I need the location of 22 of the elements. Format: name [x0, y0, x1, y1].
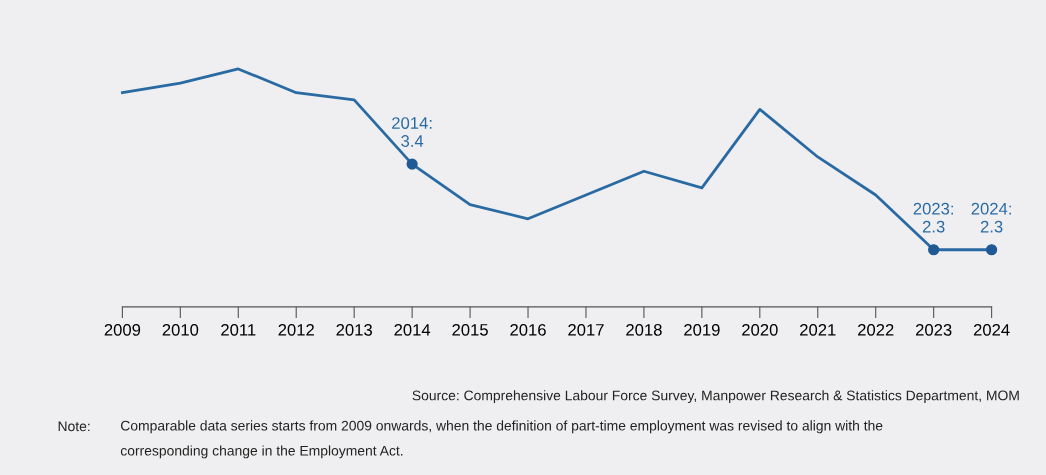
- x-tick-label: 2010: [162, 323, 199, 336]
- x-tick-label: 2020: [742, 323, 778, 336]
- x-tick-label: 2018: [626, 323, 662, 336]
- x-tick-label: 2009: [104, 323, 141, 336]
- x-tick-label: 2012: [278, 323, 314, 336]
- x-tick-label: 2014: [394, 323, 431, 336]
- text: Comparable data series starts from 2009 onwards, when the definition of part-time employment was revised to align with the corresponding change in the Employment Act.: [120, 420, 883, 459]
- source-note: Source: Comprehensive Labour Force Survey, Manpower Research & Statistics Department, MOM: [412, 390, 1019, 404]
- annotation: 2023: 2.3: [913, 202, 953, 233]
- x-tick-label: 2015: [452, 323, 488, 336]
- x-tick-label: 2019: [684, 323, 720, 336]
- text: Note:: [58, 421, 90, 432]
- x-tick-label: 2021: [800, 323, 836, 336]
- annotation: 2014: 3.4: [392, 117, 432, 147]
- x-tick-label: 2013: [336, 323, 372, 336]
- x-tick-label: 2017: [568, 323, 604, 336]
- x-tick-label: 2022: [858, 323, 894, 336]
- annotation: 2024: 2.3: [971, 202, 1011, 233]
- x-tick-label: 2016: [510, 323, 546, 336]
- x-tick-label: 2023: [915, 323, 952, 336]
- x-tick-label: 2024: [973, 323, 1010, 336]
- x-tick-label: 2011: [221, 323, 256, 336]
